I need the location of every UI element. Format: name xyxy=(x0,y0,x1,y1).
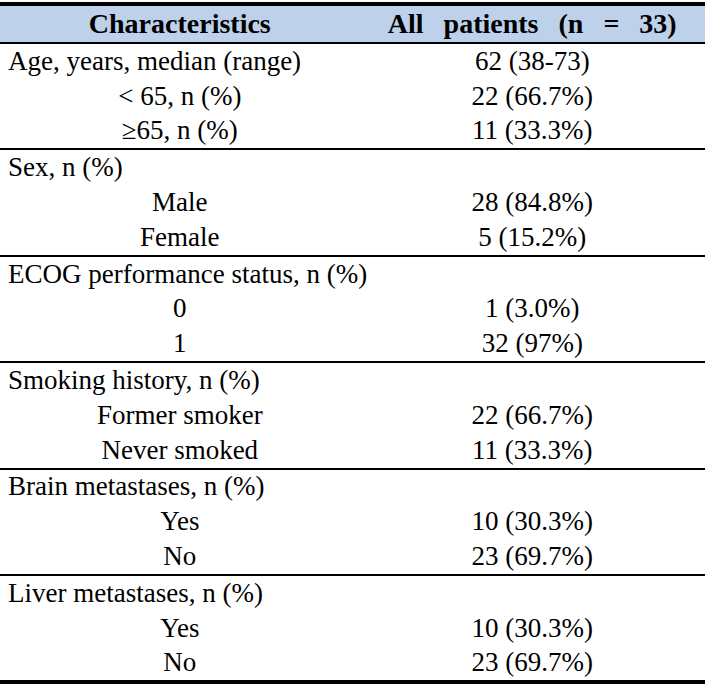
table-row: Brain metastases, n (%) xyxy=(0,469,705,505)
row-sublabel: < 65, n (%) xyxy=(0,79,360,114)
row-sublabel: No xyxy=(0,646,360,683)
row-sublabel: Male xyxy=(0,185,360,220)
row-sublabel: Never smoked xyxy=(0,433,360,469)
row-label: Sex, n (%) xyxy=(0,149,360,185)
row-value xyxy=(360,362,705,398)
row-sublabel: Yes xyxy=(0,611,360,646)
table-row: No23 (69.7%) xyxy=(0,539,705,575)
table-row: Former smoker22 (66.7%) xyxy=(0,398,705,433)
table-row: ≥65, n (%)11 (33.3%) xyxy=(0,114,705,150)
patient-characteristics-table: Characteristics All patients (n = 33) Ag… xyxy=(0,2,705,684)
row-sublabel: 0 xyxy=(0,292,360,327)
table-row: 132 (97%) xyxy=(0,326,705,362)
row-value xyxy=(360,469,705,505)
row-value: 22 (66.7%) xyxy=(360,79,705,114)
row-label: Liver metastases, n (%) xyxy=(0,575,360,611)
header-all-patients: All patients (n = 33) xyxy=(360,4,705,43)
table-body: Age, years, median (range)62 (38-73)< 65… xyxy=(0,43,705,682)
table-row: ECOG performance status, n (%) xyxy=(0,256,705,292)
row-value: 23 (69.7%) xyxy=(360,646,705,683)
table-row: Age, years, median (range)62 (38-73) xyxy=(0,43,705,79)
table-row: 01 (3.0%) xyxy=(0,292,705,327)
table-row: No23 (69.7%) xyxy=(0,646,705,683)
table-row: Never smoked11 (33.3%) xyxy=(0,433,705,469)
row-label: Smoking history, n (%) xyxy=(0,362,360,398)
header-characteristics: Characteristics xyxy=(0,4,360,43)
row-value: 28 (84.8%) xyxy=(360,185,705,220)
row-value: 10 (30.3%) xyxy=(360,611,705,646)
table-row: Sex, n (%) xyxy=(0,149,705,185)
table-row: Liver metastases, n (%) xyxy=(0,575,705,611)
table-row: Female5 (15.2%) xyxy=(0,220,705,256)
row-value: 5 (15.2%) xyxy=(360,220,705,256)
table-row: < 65, n (%)22 (66.7%) xyxy=(0,79,705,114)
row-value: 22 (66.7%) xyxy=(360,398,705,433)
row-value: 1 (3.0%) xyxy=(360,292,705,327)
table-row: Yes10 (30.3%) xyxy=(0,504,705,539)
header-row: Characteristics All patients (n = 33) xyxy=(0,4,705,43)
row-label: Brain metastases, n (%) xyxy=(0,469,360,505)
row-value xyxy=(360,149,705,185)
row-sublabel: 1 xyxy=(0,326,360,362)
row-value: 62 (38-73) xyxy=(360,43,705,79)
row-value: 23 (69.7%) xyxy=(360,539,705,575)
row-value: 10 (30.3%) xyxy=(360,504,705,539)
row-sublabel: Former smoker xyxy=(0,398,360,433)
row-value: 32 (97%) xyxy=(360,326,705,362)
row-sublabel: No xyxy=(0,539,360,575)
table-row: Yes10 (30.3%) xyxy=(0,611,705,646)
row-value: 11 (33.3%) xyxy=(360,114,705,150)
row-sublabel: Female xyxy=(0,220,360,256)
row-label: ECOG performance status, n (%) xyxy=(0,256,360,292)
row-label: Age, years, median (range) xyxy=(0,43,360,79)
row-sublabel: Yes xyxy=(0,504,360,539)
table-row: Smoking history, n (%) xyxy=(0,362,705,398)
row-value: 11 (33.3%) xyxy=(360,433,705,469)
table-row: Male28 (84.8%) xyxy=(0,185,705,220)
row-sublabel: ≥65, n (%) xyxy=(0,114,360,150)
row-value xyxy=(360,256,705,292)
row-value xyxy=(360,575,705,611)
